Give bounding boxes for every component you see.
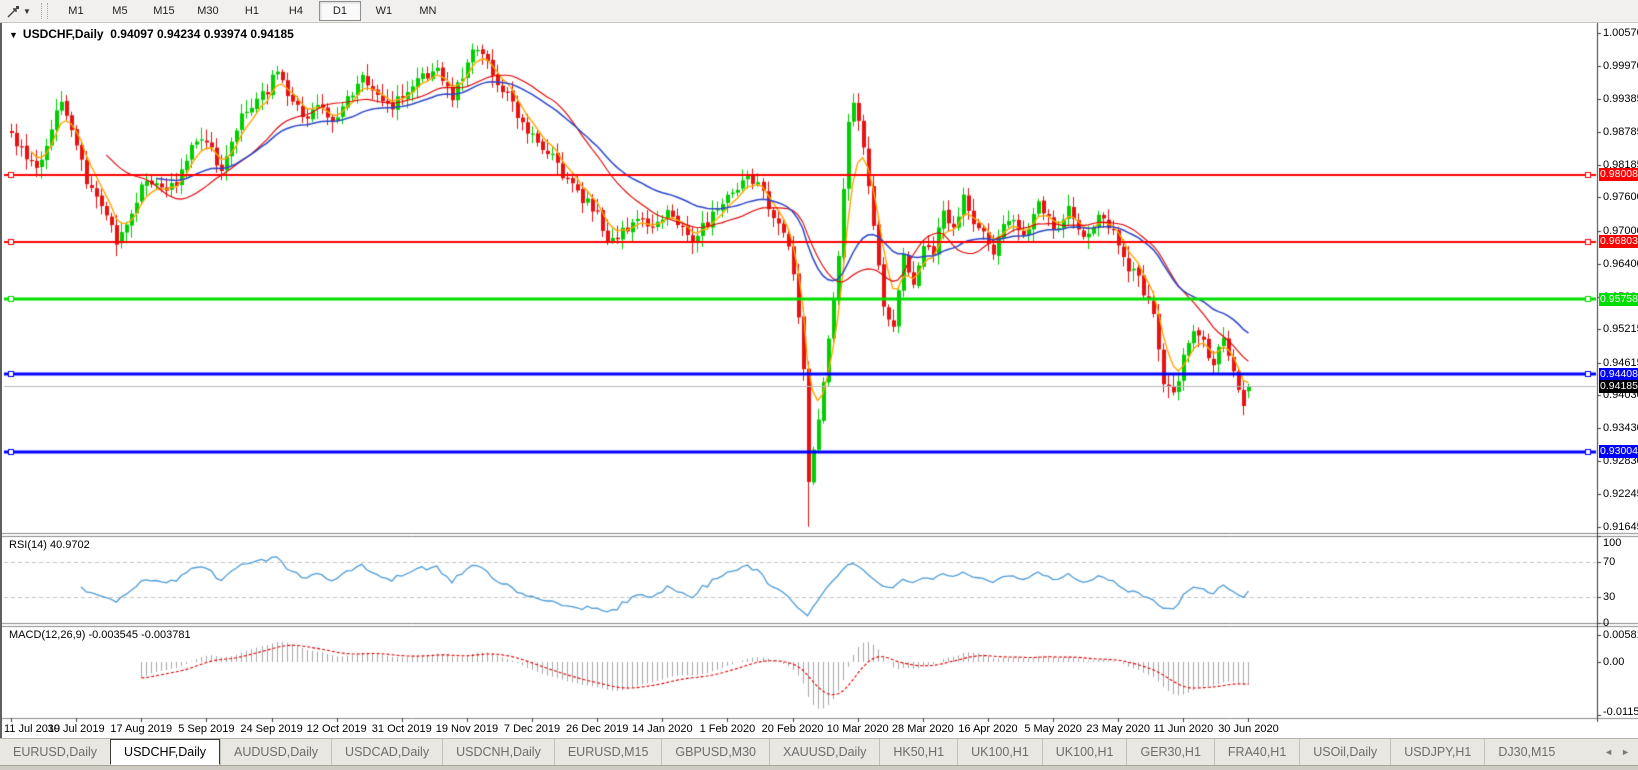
date-axis-label: 19 Nov 2019 [435, 723, 499, 735]
chart-tab-usdchf-daily[interactable]: USDCHF,Daily [110, 739, 220, 765]
date-axis-label: 31 Oct 2019 [371, 723, 432, 735]
chart-title: ▼ USDCHF,Daily 0.94097 0.94234 0.93974 0.… [9, 27, 294, 41]
current-price-tag: 0.94185 [1599, 379, 1638, 393]
price-axis-label: 0.92245 [1603, 487, 1638, 500]
date-axis-label: 23 May 2020 [1086, 723, 1151, 735]
timeframe-button-h4[interactable]: H4 [288, 5, 303, 17]
chart-tab-hk50-h1[interactable]: HK50,H1 [879, 739, 957, 765]
price-axis-label: 0.91645 [1603, 521, 1638, 533]
date-axis-label: 14 Jan 2020 [632, 723, 693, 735]
timeframe-button-mn[interactable]: MN [419, 5, 437, 17]
hline-price-tag[interactable]: 0.96803 [1599, 235, 1638, 248]
timeframe-button-m5[interactable]: M5 [112, 5, 128, 17]
date-axis-label: 30 Jun 2020 [1218, 723, 1279, 735]
price-axis-label: 0.95215 [1603, 323, 1638, 336]
chart-symbol-label: USDCHF,Daily [22, 27, 104, 41]
price-axis-label: 0.98785 [1603, 125, 1638, 138]
price-axis-label: 0.94615 [1603, 356, 1638, 369]
chart-tab-bar: EURUSD,Daily USDCHF,Daily AUDUSD,Daily USDC… [0, 738, 1638, 765]
tab-scroll-left-icon[interactable]: ◄ [1604, 747, 1614, 757]
chart-tab-usdjpy-h1[interactable]: USDJPY,H1 [1390, 739, 1484, 765]
rsi-axis-label: 0 [1603, 617, 1610, 629]
date-axis-label: 30 Jul 2019 [47, 723, 105, 735]
chart-tab-fra40-h1[interactable]: FRA40,H1 [1213, 739, 1299, 765]
timeframe-button-m15[interactable]: M15 [153, 5, 175, 17]
date-axis-label: 26 Dec 2019 [565, 723, 629, 735]
timeframe-button-m30[interactable]: M30 [197, 5, 219, 17]
price-chart-canvas[interactable] [2, 23, 1638, 738]
rsi-axis-label: 70 [1603, 556, 1616, 569]
date-axis-label: 24 Sep 2019 [240, 723, 303, 735]
chart-tab-usoil-daily[interactable]: USOil,Daily [1299, 739, 1390, 765]
hline-price-tag[interactable]: 0.94408 [1599, 367, 1638, 381]
rsi-indicator-label: RSI(14) 40.9702 [9, 539, 90, 551]
rsi-axis-label: 30 [1603, 590, 1616, 603]
macd-indicator-label: MACD(12,26,9) -0.003545 -0.003781 [9, 629, 191, 641]
top-toolbar: ▼ M1 M5 M15 M30 H1 H4 D1 W1 MN [0, 0, 1638, 23]
macd-axis-label: -0.011514 [1603, 706, 1638, 718]
chart-tab-eurusd-m15[interactable]: EURUSD,M15 [553, 739, 662, 765]
cursor-tool-icon[interactable] [4, 2, 22, 20]
timeframe-button-h1[interactable]: H1 [244, 5, 259, 17]
chart-tab-uk100-h1[interactable]: UK100,H1 [1041, 739, 1127, 765]
status-strip [0, 765, 1638, 770]
timeframe-button-m1[interactable]: M1 [68, 5, 84, 17]
price-axis-label: 0.98185 [1603, 159, 1638, 171]
hline-price-tag[interactable]: 0.93004 [1599, 445, 1638, 459]
macd-axis-label: 0.005818 [1603, 629, 1638, 641]
date-axis-label: 7 Dec 2019 [503, 723, 561, 735]
chart-window: ▼ USDCHF,Daily 0.94097 0.94234 0.93974 0.… [0, 23, 1638, 738]
timeframe-button-d1[interactable]: D1 [318, 1, 361, 21]
macd-axis-label: 0.00 [1603, 656, 1625, 668]
date-axis-label: 20 Feb 2020 [761, 723, 824, 735]
date-axis-label: 1 Feb 2020 [699, 723, 756, 735]
chart-tab-audusd-daily[interactable]: AUDUSD,Daily [220, 739, 331, 765]
chart-tab-uk100-h1[interactable]: UK100,H1 [957, 739, 1042, 765]
chart-tab-xauusd-daily[interactable]: XAUUSD,Daily [769, 739, 879, 765]
date-axis-label: 17 Aug 2019 [110, 723, 173, 735]
tab-scroll-right-icon[interactable]: ► [1621, 747, 1630, 757]
rsi-axis-label: 100 [1603, 537, 1622, 549]
chart-dropdown-caret-icon[interactable]: ▼ [9, 30, 18, 40]
chart-tab-eurusd-daily[interactable]: EURUSD,Daily [13, 745, 98, 759]
date-axis-label: 11 Jun 2020 [1153, 723, 1214, 735]
tool-dropdown-caret-icon[interactable]: ▼ [23, 6, 31, 16]
date-axis-label: 16 Apr 2020 [958, 723, 1018, 735]
date-axis-label: 11 Jul 2019 [4, 723, 61, 735]
chart-tab-dj30-m15[interactable]: DJ30,M15 [1484, 739, 1568, 765]
hline-price-tag[interactable]: 0.98008 [1599, 168, 1638, 182]
chart-tab-usdcad-daily[interactable]: USDCAD,Daily [331, 739, 442, 765]
timeframe-button-w1[interactable]: W1 [375, 5, 393, 17]
chart-ohlc-values: 0.94097 0.94234 0.93974 0.94185 [110, 27, 294, 41]
tab-scroll-arrows: ◄ ► [1596, 739, 1638, 765]
date-axis-label: 28 Mar 2020 [891, 723, 954, 735]
date-axis-label: 5 May 2020 [1024, 723, 1082, 735]
chart-tab-gbpusd-m30[interactable]: GBPUSD,M30 [661, 739, 769, 765]
chart-tab-ger30-h1[interactable]: GER30,H1 [1126, 739, 1213, 765]
price-axis-label: 0.99385 [1603, 92, 1638, 105]
date-axis-label: 12 Oct 2019 [306, 723, 367, 735]
date-axis-label: 5 Sep 2019 [178, 723, 235, 735]
date-axis-label: 10 Mar 2020 [826, 723, 889, 735]
hline-price-tag[interactable]: 0.95758 [1599, 292, 1638, 306]
chart-tab-usdcnh-daily[interactable]: USDCNH,Daily [442, 739, 554, 765]
toolbar-grip [40, 3, 48, 19]
